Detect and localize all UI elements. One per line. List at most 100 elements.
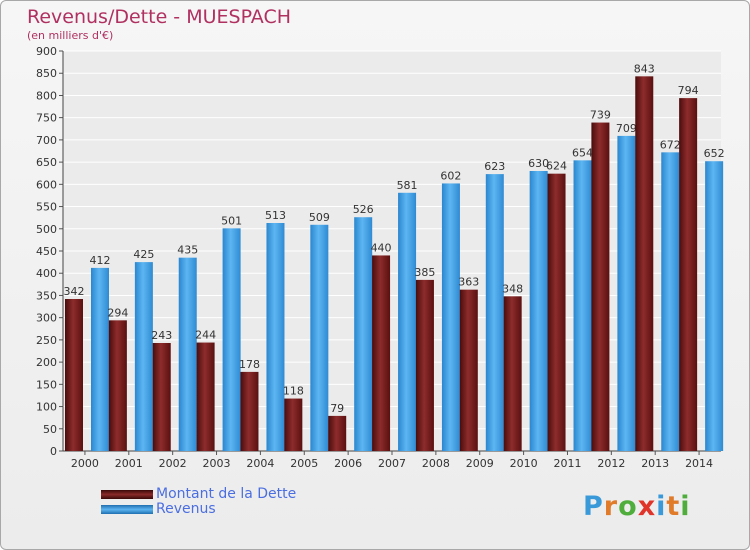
- data-label-revenus: 623: [484, 160, 505, 173]
- logo-letter: t: [666, 491, 681, 522]
- data-label-dette: 178: [239, 358, 260, 371]
- x-tick-label: 2001: [115, 457, 143, 470]
- y-tick-label: 750: [36, 112, 57, 125]
- legend-swatch-revenus: [101, 505, 153, 514]
- data-label-dette: 843: [634, 62, 655, 75]
- y-tick-label: 150: [36, 378, 57, 391]
- data-label-dette: 244: [195, 329, 216, 342]
- bar-revenus: [354, 217, 373, 451]
- x-tick-label: 2013: [641, 457, 669, 470]
- bar-revenus: [91, 267, 109, 451]
- x-tick-label: 2010: [510, 457, 538, 470]
- data-label-dette: 79: [330, 402, 344, 415]
- data-label-dette: 385: [414, 266, 435, 279]
- data-label-revenus: 425: [133, 248, 154, 261]
- bar-dette: [459, 289, 478, 451]
- data-label-revenus: 672: [660, 138, 681, 151]
- bar-revenus: [617, 135, 636, 451]
- proxiti-logo: Proxiti: [583, 491, 691, 522]
- y-tick-label: 900: [36, 45, 57, 58]
- bar-dette: [372, 255, 391, 451]
- x-tick-label: 2007: [378, 457, 406, 470]
- bar-dette: [591, 122, 610, 452]
- chart-title: Revenus/Dette - MUESPACH: [27, 6, 292, 28]
- bar-dette: [328, 415, 347, 451]
- y-tick-label: 300: [36, 312, 57, 325]
- y-tick-label: 550: [36, 201, 57, 214]
- y-tick-label: 200: [36, 356, 57, 369]
- bar-dette: [196, 342, 215, 451]
- y-tick-label: 0: [50, 445, 57, 458]
- bar-dette: [65, 299, 83, 451]
- y-tick-label: 50: [43, 423, 57, 436]
- data-label-revenus: 602: [440, 169, 461, 182]
- y-tick-label: 450: [36, 245, 57, 258]
- data-label-revenus: 526: [353, 203, 374, 216]
- x-tick-label: 2014: [685, 457, 713, 470]
- y-tick-label: 400: [36, 267, 57, 280]
- bar-dette: [240, 371, 259, 451]
- data-label-revenus: 654: [572, 146, 593, 159]
- chart-subtitle: (en milliers d'€): [27, 29, 114, 42]
- y-tick-label: 350: [36, 289, 57, 302]
- data-label-revenus: 652: [704, 147, 725, 160]
- x-tick-label: 2003: [203, 457, 231, 470]
- data-label-dette: 794: [678, 84, 699, 97]
- bar-dette: [152, 343, 171, 451]
- data-label-dette: 440: [371, 241, 392, 254]
- data-label-revenus: 435: [177, 244, 198, 257]
- bar-revenus: [573, 160, 592, 452]
- bar-revenus: [661, 152, 680, 452]
- data-label-dette: 739: [590, 109, 611, 122]
- bar-dette: [503, 296, 522, 451]
- data-label-revenus: 501: [221, 214, 242, 227]
- logo-letter: i: [680, 491, 691, 522]
- bar-dette: [635, 76, 654, 451]
- bar-dette: [415, 279, 434, 451]
- data-label-revenus: 412: [90, 254, 111, 267]
- data-label-revenus: 709: [616, 122, 637, 135]
- y-tick-label: 850: [36, 67, 57, 80]
- y-tick-label: 250: [36, 334, 57, 347]
- data-label-dette: 624: [546, 160, 567, 173]
- x-tick-label: 2009: [466, 457, 494, 470]
- data-label-dette: 294: [107, 306, 128, 319]
- legend-label-dette: Montant de la Dette: [156, 486, 297, 502]
- y-tick-label: 800: [36, 89, 57, 102]
- bar-dette: [108, 320, 127, 451]
- bar-revenus: [310, 224, 329, 451]
- bar-revenus: [529, 171, 548, 451]
- data-label-dette: 348: [502, 282, 523, 295]
- bar-revenus: [222, 228, 241, 451]
- data-label-revenus: 509: [309, 211, 330, 224]
- bar-revenus: [266, 223, 285, 451]
- bar-revenus: [705, 161, 724, 451]
- logo-letter: P: [583, 491, 604, 522]
- bar-dette: [547, 173, 566, 451]
- logo-letter: x: [637, 491, 657, 522]
- bar-revenus: [398, 192, 417, 451]
- bar-dette: [284, 398, 303, 451]
- x-tick-label: 2000: [71, 457, 99, 470]
- logo-letter: o: [618, 491, 638, 522]
- legend-swatch-dette: [101, 490, 153, 499]
- x-tick-label: 2011: [553, 457, 581, 470]
- bar-revenus: [485, 174, 504, 451]
- x-tick-label: 2008: [422, 457, 450, 470]
- data-label-dette: 243: [151, 329, 172, 342]
- legend-label-revenus: Revenus: [156, 501, 216, 517]
- bar-dette: [679, 98, 698, 451]
- logo-letter: r: [603, 491, 619, 522]
- logo-letter: i: [656, 491, 667, 522]
- data-label-revenus: 630: [528, 157, 549, 170]
- data-label-dette: 363: [458, 276, 479, 289]
- y-tick-label: 600: [36, 178, 57, 191]
- data-label-revenus: 581: [397, 179, 418, 192]
- bar-revenus: [134, 262, 153, 451]
- data-label-dette: 118: [283, 385, 304, 398]
- y-tick-label: 500: [36, 223, 57, 236]
- y-tick-label: 650: [36, 156, 57, 169]
- x-tick-label: 2012: [597, 457, 625, 470]
